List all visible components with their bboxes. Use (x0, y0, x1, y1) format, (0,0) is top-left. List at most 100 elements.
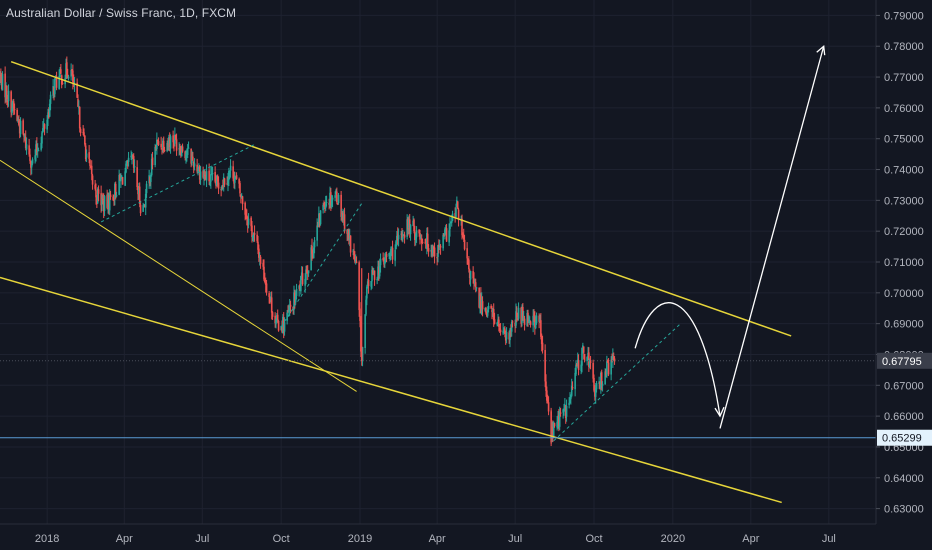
candle-body (529, 321, 532, 325)
candle-body (258, 248, 260, 258)
candle-body (541, 342, 544, 351)
candle-body (575, 364, 577, 375)
candle-body (455, 207, 457, 217)
candle-body (175, 139, 178, 151)
candle-body (262, 262, 264, 267)
candle-body (288, 310, 290, 312)
candle-body (217, 182, 220, 189)
candle-body (576, 359, 579, 366)
candle-body (16, 109, 18, 121)
candle-body (208, 170, 210, 182)
candle-body (149, 176, 151, 184)
candle-body (420, 238, 423, 244)
candle-body (426, 233, 428, 249)
candles (0, 56, 616, 447)
candle-body (366, 281, 369, 287)
candle-body (408, 220, 410, 229)
candle-body (486, 313, 488, 317)
candle-body (161, 148, 163, 150)
candle-body (276, 314, 279, 320)
candle-body (448, 230, 450, 243)
candle-body (186, 154, 188, 156)
candle-body (274, 315, 276, 324)
candle-body (66, 62, 68, 76)
candle-body (499, 329, 502, 333)
candle-body (361, 347, 364, 361)
candle-body (136, 167, 138, 188)
candle-body (96, 197, 98, 203)
candle-body (11, 107, 13, 113)
candle-body (335, 190, 337, 194)
y-tick-label: 0.66000 (884, 411, 924, 423)
candle-body (569, 397, 571, 403)
candle-body (162, 140, 165, 151)
candle-body (467, 259, 469, 261)
candle-body (77, 98, 79, 107)
candle-body (196, 164, 198, 172)
candle-body (552, 426, 554, 436)
candle-body (174, 134, 176, 144)
candle-body (497, 319, 499, 324)
candle-body (40, 142, 42, 150)
chart-grid (0, 0, 876, 524)
candle-body (414, 231, 416, 240)
candle-body (83, 132, 85, 136)
candle-body (376, 278, 378, 281)
candle-body (115, 195, 118, 197)
candle-body (246, 215, 248, 219)
candle-body (78, 106, 80, 109)
candle-body (241, 196, 244, 205)
candle-body (240, 195, 243, 199)
candle-body (534, 316, 536, 328)
candle-body (275, 319, 277, 325)
y-tick-label: 0.69000 (884, 319, 924, 331)
candle-body (420, 238, 422, 240)
candle-body (253, 233, 256, 235)
candle-body (384, 260, 386, 265)
candle-body (358, 262, 360, 311)
candle-body (564, 405, 567, 419)
candle-body (601, 383, 604, 386)
candle-body (588, 352, 590, 367)
candle-body (379, 258, 382, 266)
candle-body (367, 279, 370, 287)
candle-body (246, 217, 249, 226)
candle-body (312, 247, 315, 259)
candle-body (558, 415, 560, 426)
price-axis[interactable]: 0.79000 0.78000 0.77000 0.76000 0.75000 0.740… (876, 10, 932, 516)
candle-body (343, 214, 346, 232)
candle-body (61, 82, 64, 84)
candle-body (461, 218, 463, 236)
candle-body (318, 213, 321, 224)
candle-body (85, 153, 88, 158)
candle-body (103, 196, 106, 211)
candle-body (432, 246, 435, 250)
candle-body (292, 306, 294, 311)
candle-body (480, 294, 482, 313)
candle-body (49, 94, 52, 104)
y-tick-label: 0.70000 (884, 288, 924, 300)
time-axis[interactable]: 2018 Apr Jul Oct 2019 Apr Jul Oct 2020 Apr Jul (35, 533, 836, 545)
candle-body (48, 112, 50, 118)
candle-body (78, 107, 81, 129)
candle-body (271, 312, 274, 317)
candle-body (168, 137, 170, 144)
candle-body (342, 215, 345, 220)
candle-body (66, 74, 69, 79)
candle-body (504, 328, 506, 335)
candle-body (438, 244, 441, 247)
candle-body (30, 161, 32, 168)
candle-body (22, 120, 24, 134)
channel-lower-line (0, 276, 782, 504)
candle-body (97, 189, 100, 194)
candle-body (298, 285, 300, 289)
candle-body (469, 271, 472, 280)
candle-body (605, 370, 607, 376)
candle-body (179, 148, 181, 151)
candle-body (151, 157, 154, 166)
x-tick-label: Jul (822, 533, 836, 545)
candle-body (347, 230, 349, 233)
candle-body (582, 346, 585, 353)
